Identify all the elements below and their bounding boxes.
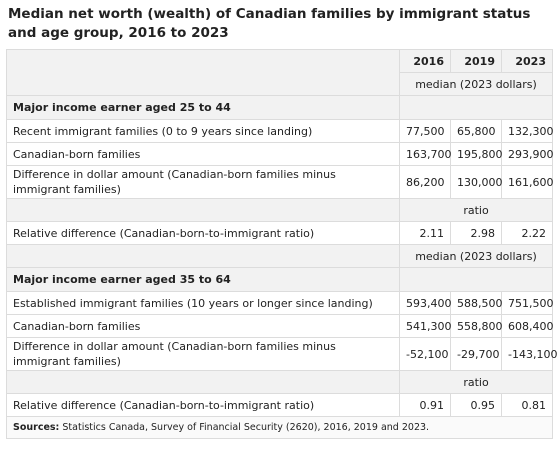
- table-row: Relative difference (Canadian-born-to-im…: [6, 393, 553, 417]
- cell-value: 2.22: [501, 221, 553, 245]
- cell-value: 2.98: [450, 221, 502, 245]
- section-blank-cell: [399, 95, 553, 120]
- cell-value: 593,400: [399, 291, 452, 315]
- section-heading: Major income earner aged 35 to 64: [6, 267, 400, 292]
- column-header-2023: 2023: [501, 49, 553, 73]
- unit-ratio-label: ratio: [399, 198, 553, 222]
- cell-value: 195,800: [450, 142, 503, 166]
- cell-value: 608,400: [501, 314, 554, 338]
- row-label: Established immigrant families (10 years…: [6, 291, 400, 315]
- row-label: Canadian-born families: [6, 142, 400, 166]
- cell-value: 558,800: [450, 314, 503, 338]
- ratio-unit-row: ratio: [6, 198, 553, 222]
- row-label: Recent immigrant families (0 to 9 years …: [6, 119, 400, 143]
- cell-value: 751,500: [501, 291, 554, 315]
- ratio-unit-blank-cell: [6, 198, 400, 222]
- cell-value: 0.81: [501, 393, 553, 417]
- source-note: Sources: Statistics Canada, Survey of Fi…: [6, 416, 553, 439]
- row-label: Canadian-born families: [6, 314, 400, 338]
- cell-value: 293,900: [501, 142, 554, 166]
- header-blank-cell: [6, 49, 400, 96]
- cell-value: 77,500: [399, 119, 451, 143]
- section-header-row: Major income earner aged 25 to 44: [6, 95, 553, 120]
- table-title: Median net worth (wealth) of Canadian fa…: [8, 6, 531, 41]
- row-label: Difference in dollar amount (Canadian-bo…: [6, 165, 400, 199]
- cell-value: 86,200: [399, 165, 451, 199]
- cell-value: 130,000: [450, 165, 503, 199]
- row-label: Relative difference (Canadian-born-to-im…: [6, 393, 400, 417]
- header-row: 2016 2019 2023: [6, 49, 553, 96]
- table-row: Canadian-born families 541,300 558,800 6…: [6, 314, 554, 338]
- column-header-2019: 2019: [450, 49, 502, 73]
- cell-value: 132,300: [501, 119, 554, 143]
- table-row: Recent immigrant families (0 to 9 years …: [6, 119, 554, 143]
- source-row: Sources: Statistics Canada, Survey of Fi…: [6, 416, 553, 439]
- ratio-unit-row: ratio: [6, 370, 553, 394]
- source-label: Sources:: [13, 422, 60, 433]
- row-label: Difference in dollar amount (Canadian-bo…: [6, 337, 400, 371]
- unit-row: median (2023 dollars): [6, 244, 553, 268]
- table-row: Difference in dollar amount (Canadian-bo…: [6, 337, 557, 371]
- section-header-row: Major income earner aged 35 to 64: [6, 267, 553, 292]
- section-heading: Major income earner aged 25 to 44: [6, 95, 400, 120]
- cell-value: -52,100: [399, 337, 451, 371]
- unit-ratio-label: ratio: [399, 370, 553, 394]
- unit-blank-cell: [6, 244, 400, 268]
- table-row: Canadian-born families 163,700 195,800 2…: [6, 142, 554, 166]
- cell-value: 0.95: [450, 393, 502, 417]
- cell-value: 161,600: [501, 165, 554, 199]
- cell-value: 541,300: [399, 314, 452, 338]
- page: Median net worth (wealth) of Canadian fa…: [6, 6, 557, 439]
- unit-median-label: median (2023 dollars): [399, 72, 553, 96]
- cell-value: -143,100: [501, 337, 557, 371]
- cell-value: 65,800: [450, 119, 502, 143]
- wealth-table: 2016 2019 2023 median (2023 dollars) Maj…: [6, 49, 557, 439]
- cell-value: 2.11: [399, 221, 451, 245]
- cell-value: 163,700: [399, 142, 452, 166]
- cell-value: -29,700: [450, 337, 502, 371]
- column-header-2016: 2016: [399, 49, 451, 73]
- ratio-unit-blank-cell: [6, 370, 400, 394]
- cell-value: 588,500: [450, 291, 503, 315]
- table-row: Difference in dollar amount (Canadian-bo…: [6, 165, 554, 199]
- cell-value: 0.91: [399, 393, 451, 417]
- table-row: Relative difference (Canadian-born-to-im…: [6, 221, 553, 245]
- section-blank-cell: [399, 267, 553, 292]
- row-label: Relative difference (Canadian-born-to-im…: [6, 221, 400, 245]
- unit-median-label: median (2023 dollars): [399, 244, 553, 268]
- source-text: Statistics Canada, Survey of Financial S…: [62, 422, 430, 433]
- unit-row: median (2023 dollars): [7, 72, 553, 96]
- table-row: Established immigrant families (10 years…: [6, 291, 554, 315]
